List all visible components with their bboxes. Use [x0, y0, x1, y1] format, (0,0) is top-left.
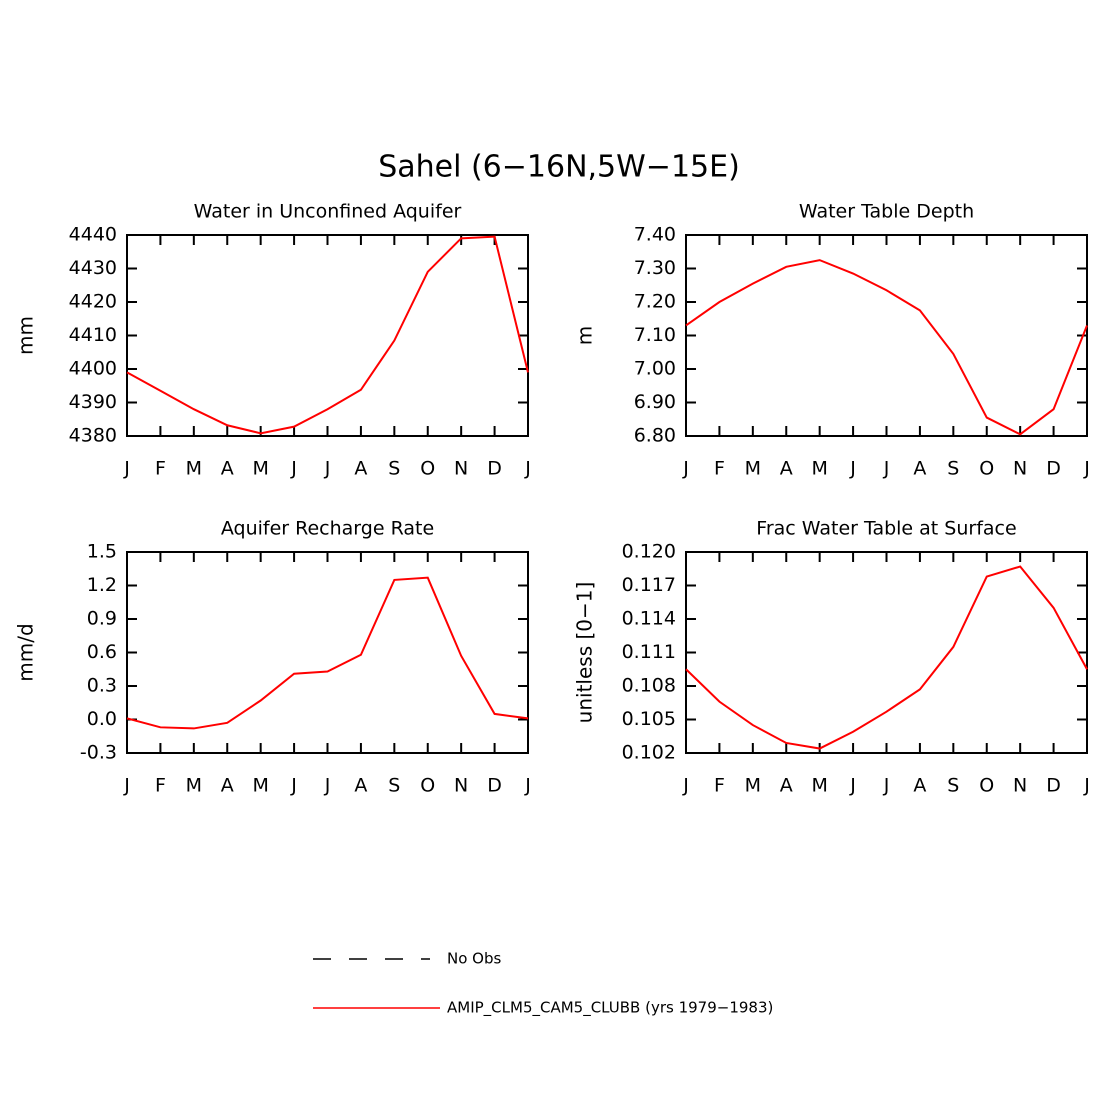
plot-frame: [685, 551, 1088, 754]
y-tick-label: 0.105: [622, 708, 676, 730]
plot-frame: [685, 234, 1088, 437]
y-tick-label: 4390: [69, 391, 117, 413]
x-tick-label: S: [947, 458, 959, 480]
x-tick-label: A: [780, 458, 793, 480]
x-tick-label: M: [811, 775, 827, 797]
x-tick-label: D: [487, 458, 502, 480]
x-tick-label: S: [388, 458, 400, 480]
data-line: [126, 576, 529, 730]
y-axis-label: unitless [0−1]: [573, 582, 597, 724]
x-tick-label: J: [524, 775, 531, 797]
x-tick-label: D: [1046, 775, 1061, 797]
data-line: [685, 259, 1088, 436]
y-tick-label: 0.117: [622, 574, 676, 596]
y-tick-label: 4410: [69, 324, 117, 346]
panel-title: Water Table Depth: [799, 201, 974, 223]
x-tick-label: F: [714, 775, 725, 797]
x-tick-label: N: [1013, 775, 1027, 797]
legend-label: No Obs: [447, 950, 501, 968]
x-tick-label: M: [811, 458, 827, 480]
y-tick-label: 6.80: [634, 425, 676, 447]
x-tick-label: M: [745, 775, 761, 797]
x-tick-label: J: [524, 458, 531, 480]
x-tick-label: J: [1083, 775, 1090, 797]
x-tick-label: O: [420, 458, 435, 480]
y-tick-label: 1.5: [87, 541, 117, 563]
plot-frame: [126, 551, 529, 754]
x-tick-label: O: [979, 775, 994, 797]
x-tick-label: O: [979, 458, 994, 480]
y-tick-label: 4420: [69, 291, 117, 313]
x-tick-label: O: [420, 775, 435, 797]
data-line: [685, 565, 1088, 750]
x-tick-label: J: [290, 775, 297, 797]
y-axis-label: mm: [14, 316, 38, 355]
x-tick-label: S: [947, 775, 959, 797]
y-tick-label: 0.0: [87, 708, 117, 730]
y-axis-label: mm/d: [14, 623, 38, 681]
x-tick-label: A: [354, 458, 367, 480]
x-tick-label: J: [682, 775, 689, 797]
x-tick-label: M: [252, 775, 268, 797]
y-tick-label: 4440: [69, 224, 117, 246]
y-tick-label: 4400: [69, 358, 117, 380]
y-tick-label: 7.10: [634, 324, 676, 346]
y-tick-label: 0.114: [622, 608, 676, 630]
x-tick-label: A: [913, 775, 926, 797]
x-tick-label: J: [324, 458, 331, 480]
y-tick-label: 1.2: [87, 574, 117, 596]
y-tick-label: 4430: [69, 257, 117, 279]
x-tick-label: J: [883, 458, 890, 480]
y-tick-label: 0.6: [87, 641, 117, 663]
x-tick-label: N: [1013, 458, 1027, 480]
x-tick-label: N: [454, 458, 468, 480]
x-tick-label: A: [780, 775, 793, 797]
panel-title: Aquifer Recharge Rate: [221, 518, 434, 540]
y-tick-label: 0.3: [87, 675, 117, 697]
x-tick-label: S: [388, 775, 400, 797]
x-tick-label: A: [913, 458, 926, 480]
x-tick-label: J: [324, 775, 331, 797]
y-tick-label: -0.3: [80, 742, 117, 764]
panel-title: Water in Unconfined Aquifer: [194, 201, 462, 223]
x-tick-label: J: [1083, 458, 1090, 480]
x-tick-label: J: [290, 458, 297, 480]
x-tick-label: J: [849, 458, 856, 480]
x-tick-label: A: [354, 775, 367, 797]
x-tick-label: A: [221, 775, 234, 797]
y-tick-label: 0.108: [622, 675, 676, 697]
y-tick-label: 0.120: [622, 541, 676, 563]
y-tick-label: 7.40: [634, 224, 676, 246]
x-tick-label: F: [714, 458, 725, 480]
x-tick-label: F: [155, 775, 166, 797]
x-tick-label: J: [682, 458, 689, 480]
x-tick-label: M: [186, 775, 202, 797]
figure-title: Sahel (6−16N,5W−15E): [378, 150, 740, 185]
y-tick-label: 0.111: [622, 641, 676, 663]
x-tick-label: J: [123, 458, 130, 480]
x-tick-label: J: [123, 775, 130, 797]
legend-label: AMIP_CLM5_CAM5_CLUBB (yrs 1979−1983): [447, 999, 773, 1018]
y-tick-label: 4380: [69, 425, 117, 447]
y-tick-label: 6.90: [634, 391, 676, 413]
x-tick-label: D: [1046, 458, 1061, 480]
y-tick-label: 0.9: [87, 608, 117, 630]
y-tick-label: 7.20: [634, 291, 676, 313]
x-tick-label: D: [487, 775, 502, 797]
x-tick-label: F: [155, 458, 166, 480]
y-axis-label: m: [573, 326, 597, 345]
x-tick-label: M: [252, 458, 268, 480]
x-tick-label: J: [849, 775, 856, 797]
x-tick-label: M: [745, 458, 761, 480]
x-tick-label: A: [221, 458, 234, 480]
data-line: [126, 235, 529, 435]
x-tick-label: N: [454, 775, 468, 797]
y-tick-label: 7.00: [634, 358, 676, 380]
y-tick-label: 0.102: [622, 742, 676, 764]
x-tick-label: J: [883, 775, 890, 797]
x-tick-label: M: [186, 458, 202, 480]
y-tick-label: 7.30: [634, 257, 676, 279]
panel-title: Frac Water Table at Surface: [756, 518, 1016, 540]
